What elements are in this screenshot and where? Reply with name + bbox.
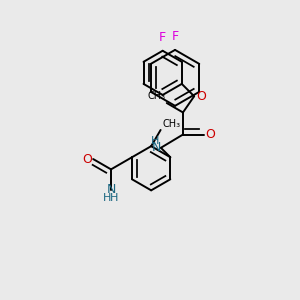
Text: F: F [159,31,166,44]
Text: CH₃: CH₃ [162,118,180,128]
Text: H: H [110,193,118,203]
Text: H: H [151,136,159,146]
Text: F: F [172,30,178,44]
Text: N: N [106,184,116,196]
Text: O: O [196,90,206,103]
Text: O: O [205,128,215,141]
Text: H: H [103,193,112,203]
Text: O: O [82,153,92,166]
Text: N: N [152,141,161,154]
Text: CH₃: CH₃ [147,91,165,101]
